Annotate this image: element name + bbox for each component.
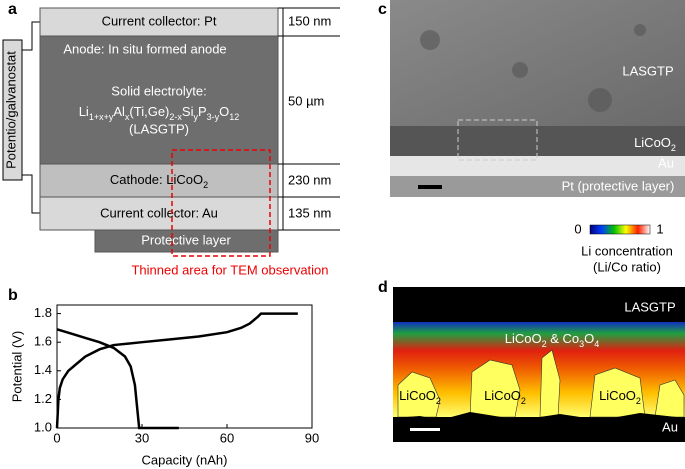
- y-tick-label: 1.0: [34, 419, 52, 434]
- tem-image: [390, 0, 685, 126]
- x-tick-label: 90: [305, 430, 319, 445]
- text-run: (Ti,Ge): [129, 104, 169, 119]
- colorbar-title: Li concentration: [581, 243, 673, 258]
- text-run: LiCoO: [399, 388, 436, 403]
- tem-label: Pt (protective layer): [562, 178, 675, 193]
- text-run: LiCoO: [505, 331, 542, 346]
- tem-label: LASGTP: [622, 63, 673, 78]
- text-run: LiCoO: [599, 388, 636, 403]
- x-axis-label: Capacity (nAh): [142, 452, 228, 467]
- tem-texture: [420, 24, 646, 112]
- panel-label: b: [8, 287, 18, 304]
- zoom-box: [457, 119, 538, 161]
- panel-label: c: [378, 1, 387, 18]
- y-tick-label: 1.8: [34, 305, 52, 320]
- instrument-box: [2, 39, 23, 181]
- map-label: LiCoO2: [484, 388, 526, 406]
- text-run: LiCoO: [634, 135, 671, 150]
- tem-label: Au: [658, 155, 674, 170]
- map-label: Au: [662, 419, 678, 434]
- map-label: LiCoO2: [399, 388, 441, 406]
- map-label: LASGTP: [624, 299, 675, 314]
- subscript: 2: [521, 396, 526, 406]
- subscript: x: [125, 112, 130, 122]
- subscript: 2: [436, 396, 441, 406]
- subscript: 2: [671, 143, 676, 153]
- thickness: 135 nm: [288, 205, 331, 220]
- layer-label: Current collector: Au: [100, 205, 218, 220]
- y-tick-label: 1.6: [34, 334, 52, 349]
- tem-layer: [390, 156, 685, 176]
- y-tick-label: 1.4: [34, 362, 52, 377]
- panel-label: d: [378, 279, 388, 296]
- panel-label: a: [8, 1, 17, 18]
- text-run: Cathode: LiCoO: [110, 172, 203, 187]
- y-axis-label: Potential (V): [9, 331, 24, 403]
- colorbar-subtitle: (Li/Co ratio): [593, 259, 661, 274]
- wires: [22, 21, 40, 214]
- tem-layer: [390, 176, 685, 197]
- text-run: Al: [113, 104, 125, 119]
- subscript: y: [193, 112, 198, 122]
- side-label: Potentio/galvanostat: [3, 51, 18, 169]
- map-label: LiCoO2: [599, 388, 641, 406]
- thickness: 150 nm: [288, 13, 331, 28]
- thickness: 50 µm: [288, 93, 324, 108]
- tem-area: [171, 149, 271, 257]
- subscript: 12: [229, 112, 239, 122]
- layer-label: Anode: In situ formed anode: [63, 41, 226, 56]
- subscript: 4: [594, 339, 599, 349]
- text-run: LiCoO: [484, 388, 521, 403]
- tem-label: LiCoO2: [634, 135, 676, 153]
- thickness: 230 nm: [288, 172, 331, 187]
- tem-note: Thinned area for TEM observation: [131, 262, 328, 277]
- x-tick-label: 30: [135, 430, 149, 445]
- subscript: 2: [542, 339, 547, 349]
- text-run: Li: [79, 104, 89, 119]
- subscript: 2: [636, 396, 641, 406]
- layer-label: (LASGTP): [129, 121, 189, 136]
- plot-frame: [56, 304, 313, 429]
- map-bottom: [393, 412, 685, 442]
- formula: Li1+x+yAlx(Ti,Ge)2-xSiyP3-yO12: [79, 104, 240, 122]
- y-tick-label: 1.2: [34, 391, 52, 406]
- layer-label: Solid electrolyte:: [111, 83, 206, 98]
- text-run: O: [584, 331, 594, 346]
- colorbar: [589, 224, 651, 235]
- subscript: 2-x: [169, 112, 182, 122]
- layer: [94, 229, 279, 253]
- layer: [39, 7, 279, 37]
- x-tick-label: 0: [53, 430, 60, 445]
- text-run: Si: [182, 104, 194, 119]
- subscript: 3-y: [207, 112, 220, 122]
- scale-bar: [410, 428, 440, 431]
- grains: [397, 349, 685, 418]
- curve: [55, 312, 298, 429]
- layer: [39, 35, 279, 165]
- curve: [56, 328, 179, 430]
- map-label: LiCoO2 & Co3O4: [505, 331, 600, 349]
- dimension-lines: [278, 7, 340, 231]
- subscript: 2: [203, 180, 208, 190]
- subscript: 1+x+y: [89, 112, 114, 122]
- layer-label: Current collector: Pt: [102, 13, 217, 28]
- layer-label: Cathode: LiCoO2: [110, 172, 208, 190]
- layer: [39, 163, 279, 198]
- scale-bar: [418, 185, 442, 189]
- text-run: P: [198, 104, 207, 119]
- x-tick-label: 60: [220, 430, 234, 445]
- colorbar-tick: 1: [656, 221, 663, 236]
- layer-label: Protective layer: [141, 232, 231, 247]
- text-run: & Co: [547, 331, 580, 346]
- subscript: 3: [579, 339, 584, 349]
- colorbar-tick: 0: [574, 221, 581, 236]
- text-run: O: [219, 104, 229, 119]
